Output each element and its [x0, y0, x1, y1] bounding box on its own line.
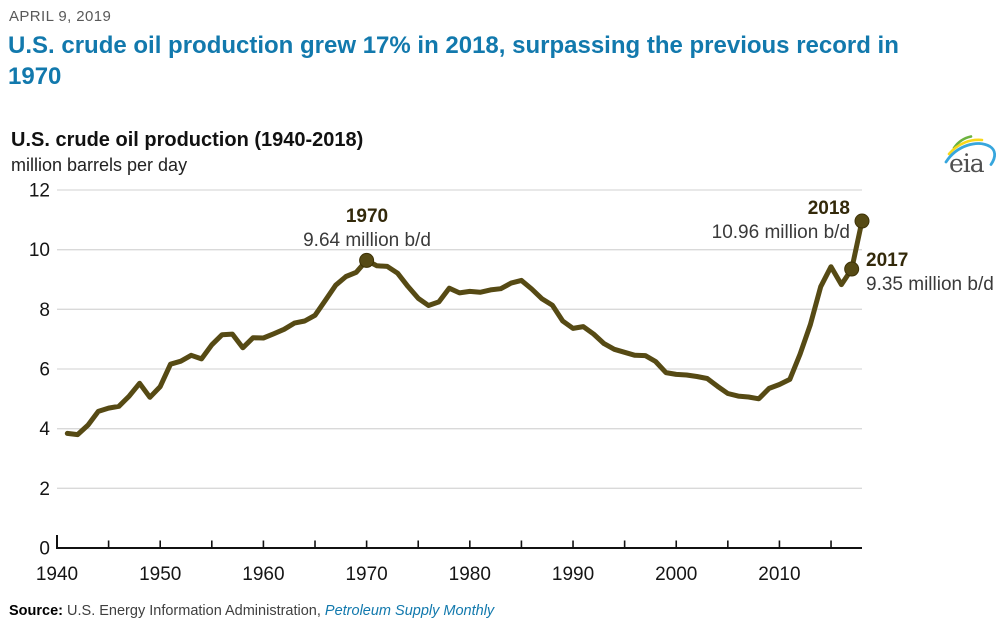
annotation-2018-value: 10.96 million b/d: [711, 222, 850, 243]
source-org: U.S. Energy Information Administration,: [63, 603, 325, 619]
x-tick-label: 1960: [242, 564, 284, 585]
y-tick-label: 2: [39, 479, 50, 500]
x-tick-label: 2010: [758, 564, 800, 585]
annotation-2017-year: 2017: [866, 250, 909, 271]
y-tick-label: 10: [29, 240, 50, 261]
annotation-2018: 2018 10.96 million b/d: [712, 197, 850, 245]
y-tick-label: 0: [39, 539, 50, 560]
chart-title: U.S. crude oil production (1940-2018): [11, 129, 364, 151]
production-line: [64, 218, 865, 438]
y-tick-label: 6: [39, 360, 50, 381]
y-tick-label: 12: [29, 181, 50, 202]
data-point-marker-2018: [854, 213, 870, 229]
article-date: APRIL 9, 2019: [9, 8, 112, 25]
x-tick-label: 1940: [36, 564, 78, 585]
annotation-1970: 1970 9.64 million b/d: [303, 205, 431, 253]
y-tick-label: 4: [39, 419, 50, 440]
annotation-2017: 2017 9.35 million b/d: [866, 249, 994, 297]
annotation-2017-value: 9.35 million b/d: [866, 274, 994, 295]
x-tick-label: 1980: [449, 564, 491, 585]
eia-logo-swoosh-icon: [944, 135, 997, 166]
annotation-2018-year: 2018: [807, 198, 850, 219]
source-label: Source:: [9, 603, 63, 619]
source-publication-link[interactable]: Petroleum Supply Monthly: [324, 603, 495, 619]
logo-yellow-arc: [947, 138, 984, 156]
y-tick-label: 8: [39, 300, 50, 321]
annotation-1970-value: 9.64 million b/d: [303, 230, 431, 251]
x-tick-label: 1950: [139, 564, 181, 585]
x-tick-label: 1970: [345, 564, 387, 585]
logo-blue-arc: [944, 142, 997, 166]
data-point-marker-2017: [844, 261, 860, 277]
chart-unit-label: million barrels per day: [11, 155, 188, 175]
x-tick-label: 2000: [655, 564, 697, 585]
source-line: Source: U.S. Energy Information Administ…: [9, 603, 494, 619]
eia-logo-text: eia: [949, 149, 985, 178]
eia-logo: eia: [943, 131, 1003, 181]
x-tick-label: 1990: [552, 564, 594, 585]
annotation-1970-year: 1970: [345, 206, 389, 227]
data-point-marker-1970: [359, 252, 375, 268]
article-headline: U.S. crude oil production grew 17% in 20…: [8, 32, 899, 90]
